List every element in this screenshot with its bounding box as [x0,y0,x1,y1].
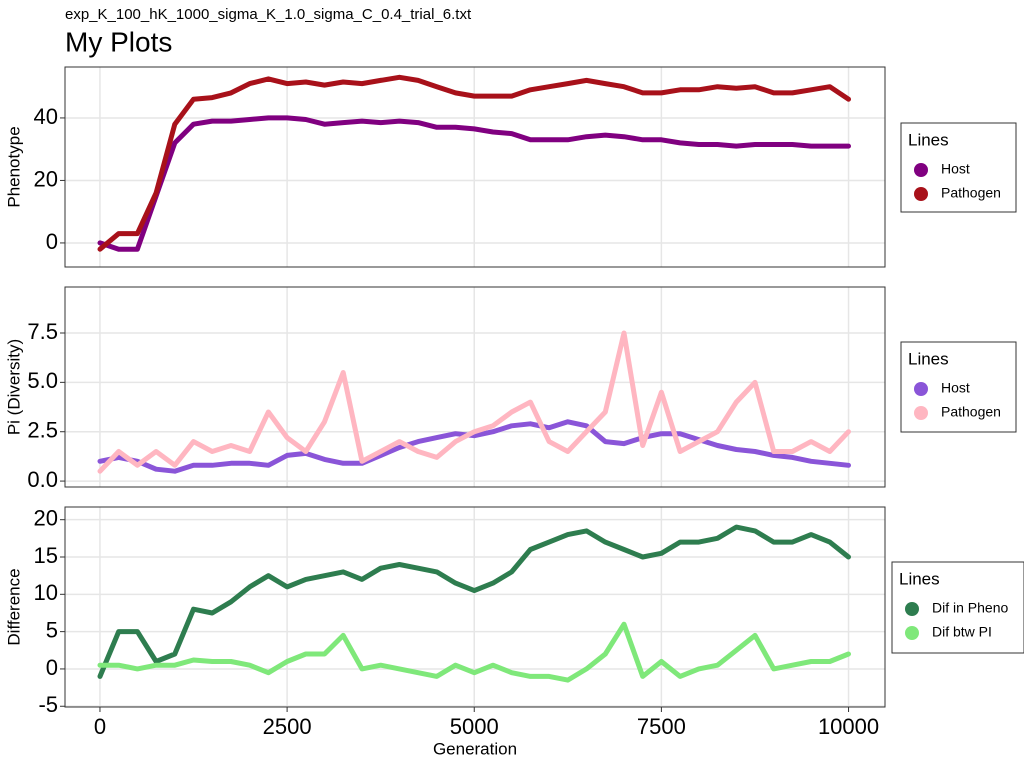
legend-swatch [905,626,919,640]
x-tick-label: 7500 [637,714,686,739]
legend-title: Lines [899,569,940,588]
series-line [97,74,851,252]
chart-title: My Plots [65,26,172,57]
legend-swatch [905,602,919,616]
y-tick-label: 0 [46,229,58,254]
y-axis-label: Phenotype [4,126,23,207]
y-tick-label: 15 [34,543,58,568]
x-tick-label: 0 [94,714,106,739]
legend-label: Host [941,161,970,177]
legend-swatch [914,187,928,201]
y-tick-label: 40 [34,104,58,129]
series-line [97,330,851,474]
panel-border [64,506,886,708]
y-tick-label: 0.0 [27,467,58,492]
panel-border [64,66,886,268]
legend-label: Dif in Pheno [932,600,1008,616]
series-line [97,524,851,679]
x-tick-label: 10000 [818,714,879,739]
x-tick-label: 2500 [263,714,312,739]
x-tick-label: 5000 [450,714,499,739]
y-tick-label: 20 [34,166,58,191]
y-tick-label: 2.5 [27,418,58,443]
legend-swatch [914,382,928,396]
y-tick-label: 20 [34,505,58,530]
y-axis-label: Pi (Diversity) [4,339,23,435]
y-axis-label: Difference [4,568,23,645]
legend-title: Lines [908,349,949,368]
y-tick-label: 5 [46,617,58,642]
legend-label: Host [941,380,970,396]
legend-swatch [914,406,928,420]
series-line [97,621,851,683]
x-axis-label: Generation [433,739,517,758]
legend-swatch [914,163,928,177]
chart-subtitle: exp_K_100_hK_1000_sigma_K_1.0_sigma_C_0.… [65,6,472,23]
legend-title: Lines [908,130,949,149]
y-tick-label: 0 [46,655,58,680]
series-line [97,419,851,474]
panel-border [64,286,886,488]
y-tick-label: 5.0 [27,368,58,393]
legend-label: Pathogen [941,185,1001,201]
y-tick-label: 7.5 [27,319,58,344]
legend-label: Pathogen [941,404,1001,420]
y-tick-label: 10 [34,580,58,605]
legend-label: Dif btw PI [932,624,992,640]
series-line [97,115,851,252]
y-tick-label: -5 [38,692,58,717]
